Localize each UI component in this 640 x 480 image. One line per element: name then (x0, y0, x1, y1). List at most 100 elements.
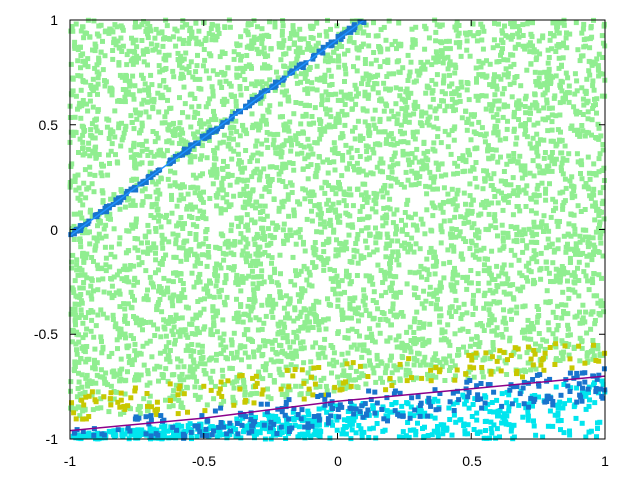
scatter-point (149, 82, 155, 88)
scatter-point (293, 383, 299, 389)
scatter-point (323, 392, 328, 398)
scatter-point (242, 392, 248, 398)
scatter-point (175, 392, 181, 398)
scatter-point (534, 304, 540, 309)
scatter-point (69, 306, 75, 312)
scatter-point (204, 227, 210, 232)
scatter-point (498, 52, 503, 58)
scatter-point (580, 302, 586, 308)
scatter-point (269, 279, 275, 285)
scatter-point (557, 100, 563, 106)
scatter-point (313, 298, 319, 304)
scatter-point (383, 387, 389, 393)
scatter-point (78, 87, 84, 93)
scatter-point (599, 303, 605, 309)
scatter-point (474, 248, 480, 254)
scatter-point (213, 244, 219, 250)
scatter-point (87, 34, 93, 40)
scatter-point (286, 384, 292, 390)
scatter-point (78, 73, 84, 79)
scatter-point (173, 312, 179, 318)
scatter-point (392, 312, 398, 318)
scatter-point (370, 281, 376, 287)
scatter-point (68, 163, 74, 169)
scatter-point (72, 301, 78, 307)
scatter-point (524, 183, 530, 189)
scatter-point (69, 285, 75, 291)
scatter-point (598, 240, 604, 246)
scatter-point (533, 79, 539, 85)
scatter-point (298, 121, 304, 127)
scatter-point (541, 367, 547, 373)
scatter-point (538, 362, 544, 368)
scatter-point (335, 303, 341, 309)
scatter-point (453, 227, 459, 232)
scatter-point (285, 98, 291, 104)
scatter-point (210, 181, 216, 187)
scatter-point (491, 328, 497, 334)
scatter-point (219, 394, 225, 399)
scatter-point (298, 268, 304, 274)
scatter-point (125, 403, 131, 409)
scatter-point (308, 146, 314, 152)
scatter-point (222, 241, 228, 247)
scatter-point (144, 194, 150, 200)
scatter-point (242, 384, 248, 390)
scatter-point (469, 414, 475, 419)
scatter-point (484, 58, 489, 64)
scatter-point (408, 215, 414, 221)
scatter-point (495, 366, 501, 372)
scatter-point (352, 82, 358, 88)
scatter-point (200, 355, 206, 360)
scatter-point (182, 327, 188, 333)
scatter-point (488, 368, 494, 374)
scatter-point (321, 249, 327, 255)
scatter-point (474, 76, 479, 82)
scatter-point (275, 321, 281, 327)
scatter-point (290, 23, 296, 29)
scatter-point (188, 124, 194, 130)
scatter-point (507, 81, 513, 87)
scatter-point (151, 322, 157, 328)
scatter-point (169, 210, 175, 216)
scatter-point (210, 304, 216, 310)
scatter-point (526, 327, 532, 333)
scatter-point (270, 314, 276, 320)
scatter-point (357, 217, 362, 222)
scatter-point (141, 396, 147, 402)
scatter-point (335, 111, 341, 117)
scatter-point (293, 273, 299, 279)
scatter-point (350, 224, 356, 230)
scatter-point (88, 328, 94, 334)
scatter-point (487, 61, 493, 67)
scatter-point (211, 320, 217, 326)
scatter-point (291, 213, 297, 219)
scatter-point (178, 192, 184, 198)
scatter-point (240, 319, 246, 325)
scatter-point (198, 260, 203, 266)
scatter-point (455, 33, 461, 39)
scatter-point (500, 30, 506, 36)
scatter-point (213, 37, 219, 43)
scatter-point (501, 169, 507, 174)
scatter-point (98, 170, 104, 176)
scatter-point (117, 334, 123, 340)
scatter-point (514, 204, 520, 209)
scatter-point (124, 275, 130, 281)
scatter-point (301, 360, 307, 366)
scatter-point (398, 182, 404, 187)
scatter-point (362, 89, 368, 95)
scatter-point (74, 394, 80, 400)
scatter-point (313, 319, 319, 325)
scatter-point (529, 230, 535, 236)
scatter-point (296, 229, 302, 235)
scatter-point (269, 340, 275, 346)
scatter-point (95, 389, 101, 395)
scatter-point (301, 130, 306, 136)
scatter-point (581, 184, 587, 190)
scatter-point (177, 120, 183, 126)
scatter-point (461, 220, 467, 226)
scatter-point (216, 187, 222, 193)
scatter-point (180, 18, 186, 24)
scatter-point (488, 108, 494, 114)
